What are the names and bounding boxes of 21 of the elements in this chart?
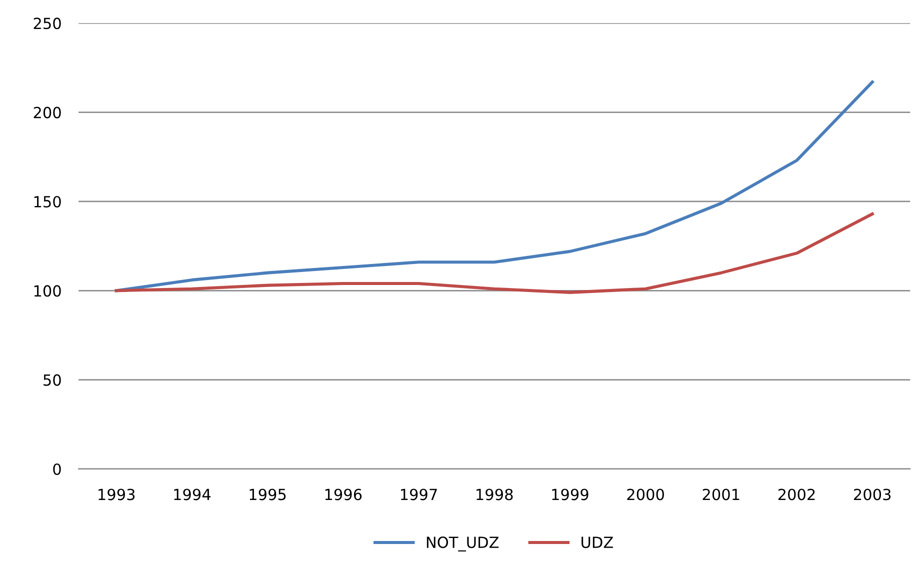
y-tick-label: 150: [34, 196, 61, 208]
y-tick-label: 200: [34, 106, 61, 118]
x-tick-label: 2001: [702, 488, 740, 500]
x-tick-label: 1993: [98, 488, 135, 500]
legend-label: NOT_UDZ: [426, 536, 499, 552]
x-tick-label: 1995: [250, 488, 286, 500]
legend-label: UDZ: [582, 536, 613, 548]
y-tick-label: 100: [34, 285, 61, 297]
x-tick-label: 1996: [325, 488, 362, 500]
x-tick-label: 1998: [476, 488, 513, 500]
x-tick-label: 2003: [854, 488, 891, 500]
y-tick-label: 0: [53, 463, 61, 476]
y-tick-label: 50: [44, 374, 61, 386]
x-tick-label: 1994: [174, 488, 211, 500]
line-series: [114, 80, 874, 292]
y-tick-label: 250: [34, 18, 61, 30]
line-series: [114, 212, 874, 294]
x-tick-label: 1999: [552, 488, 588, 500]
x-tick-label: 2002: [778, 488, 815, 500]
x-tick-label: 2000: [627, 488, 664, 500]
x-tick-label: 1997: [400, 488, 437, 500]
